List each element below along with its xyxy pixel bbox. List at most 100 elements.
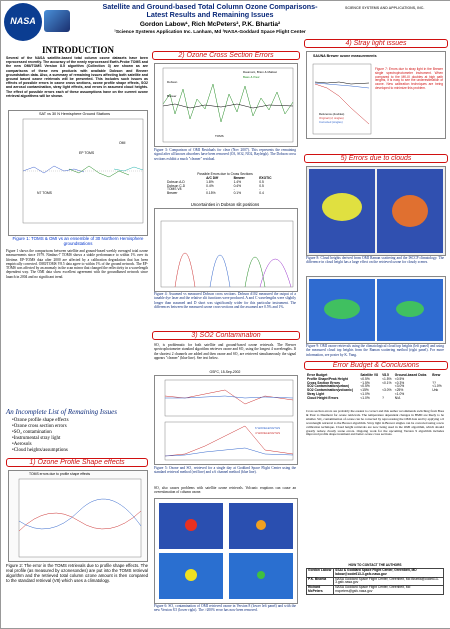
table-cell: Dobson C-D: [167, 183, 186, 188]
table-cell: -: [259, 187, 261, 192]
table-cell: <1.0%: [360, 391, 370, 396]
table-cell: <1.0%: [432, 384, 442, 389]
table-cell: EXOTIC: [259, 176, 272, 180]
figure-9-maps: [309, 279, 443, 341]
affiliation: ¹Science Systems Application Inc. Lanham…: [114, 30, 306, 35]
table-cell: NASA Goddard Space Flight Center, Greenb…: [333, 585, 444, 595]
figure-9-caption: Figure 9: OMI ozone retrievals using the…: [306, 344, 444, 357]
ozone-area: [324, 299, 360, 319]
table-cell: Dobson A-D: [167, 179, 185, 184]
figure-1-caption: Figure 1: TOMS & OMI vs an ensemble of 3…: [12, 236, 144, 246]
table-cell: Cross Section Errors: [307, 380, 340, 385]
figure-4-plot: [160, 220, 294, 288]
figure-1-plot: [22, 118, 144, 224]
plot-frame: [18, 478, 142, 558]
figure-2-plot: [18, 478, 142, 558]
so2-text: SO₂ is problematic for both satellite an…: [154, 343, 296, 360]
table-cell: <0.1%: [382, 380, 392, 385]
table-cell: SO2 Contamination(volcanic): [307, 388, 353, 393]
trace: [314, 83, 370, 125]
error-budget-table: Error Budget Satellite V8 V8.5 Ground-based…: [306, 373, 444, 401]
figure-5-caption: Figure 5: Ozone and SO₂ retrieved for a …: [154, 466, 296, 475]
contact-table: Gordon Labow SSAI & Goddard Space Flight …: [305, 568, 444, 595]
table-cell: -: [206, 187, 208, 192]
figure-9: [306, 276, 446, 344]
figure-3-plot: [162, 67, 294, 143]
table-cell: ??: [432, 380, 436, 385]
table-cell: 0.5: [259, 179, 264, 184]
table-cell: SSAI & Goddard Space Flight Center, Gree…: [333, 568, 444, 578]
table-cell: <3.0%: [394, 384, 405, 389]
figure-5-label: 6 WAVELENGTHS: [255, 426, 281, 430]
plot-frame: [164, 421, 294, 461]
plume: [257, 571, 265, 579]
table-cell: Ground-based Dobs: [394, 373, 427, 377]
plume: [185, 569, 197, 581]
trace: [259, 258, 292, 288]
figure-6: [154, 498, 298, 604]
figure-3-label: Bass & Paur: [243, 75, 260, 79]
figure-2-caption: Figure 2: The error in the TOMS retrieva…: [6, 563, 148, 584]
table-row: Error Budget Satellite V8 V8.5 Ground-based…: [306, 373, 444, 378]
table-cell: 0.1%: [233, 191, 242, 196]
table-cell: ?: [382, 395, 384, 400]
trace: [162, 83, 294, 123]
table-cell: <15%: [360, 388, 369, 393]
table-cell: 0.4%: [206, 183, 214, 188]
trace: [18, 498, 142, 530]
table-cell: A/C Diff: [206, 176, 219, 180]
figure-8-caption: Figure 8: Cloud heights derived from OMI…: [306, 256, 444, 265]
trace: [164, 425, 294, 457]
issue-item: •Ozone profile shape effects: [12, 418, 69, 423]
figure-7: SAUNA Brewer ozone measurements Referenc…: [306, 51, 446, 139]
table-cell: 1.4%: [233, 179, 242, 184]
trace: [164, 447, 294, 457]
trace: [314, 82, 370, 89]
cross-section-table: A/C Diff Brewer EXOTIC Dobson A-D 1.8% 1.4% 0.…: [166, 176, 286, 196]
table-row: TOMS V8 - - -: [166, 188, 286, 192]
table-row: Cross Section Errors ~1.5% <0.1% <0.3%??: [306, 380, 444, 386]
trace: [164, 389, 294, 405]
figure-6-maps: [159, 503, 293, 599]
section-heading: 2) Ozone Cross Section Errors: [152, 51, 300, 60]
figure-8: [306, 166, 446, 256]
trace: [22, 165, 85, 174]
ozone-area: [396, 301, 424, 317]
figure-5-title: GSFC, 15-Sep-2002: [209, 370, 241, 374]
figure-6-caption: Figure 6: SO₂ contamination of OMI retri…: [154, 604, 296, 613]
logo-circle: [4, 3, 42, 41]
table-row: Brewer 0.15% 0.1% 0.4: [166, 191, 286, 196]
poster-subtitle: Latest Results and Remaining Issues: [146, 10, 274, 19]
table-cell: <1.0%: [360, 395, 370, 400]
table-row: A/C Diff Brewer EXOTIC: [166, 176, 286, 181]
table-row: Dobson A-D 1.8% 1.4% 0.5: [166, 179, 286, 185]
figure-1-label: N7 TOMS: [37, 191, 52, 195]
section-heading: 4) Stray light issues: [304, 39, 448, 48]
table-cell: [431, 397, 444, 401]
table-cell: Brew: [432, 373, 441, 377]
table-row: SO2 Contamination(urban) <0.5% <3.0% <1.0%: [306, 385, 444, 389]
authors: Gordon Labow¹, Rich McPeters², P.K. Bhar…: [139, 21, 281, 28]
issue-item: •SO₂ contamination: [12, 430, 52, 435]
figure-3-label: TOMS: [215, 134, 224, 138]
issues-list: •Ozone profile shape effects •Ozone cros…: [6, 418, 152, 454]
table-title: Possible Errors due to Cross Sections: [197, 172, 253, 176]
table-row: Profile Shape/Peak Height <0.5% <1.5% <0.5%: [306, 377, 444, 382]
table-cell: Error Budget: [307, 373, 328, 377]
figure-7-label: Original (sf, singles): [319, 116, 344, 120]
cloud-area: [322, 193, 362, 221]
section-heading: 3) SO2 Contamination: [152, 331, 300, 340]
trace: [113, 166, 144, 172]
table-cell: SO2 Contamination(urban): [307, 384, 349, 389]
conclusions-text: Cross section errors are probably the ea…: [306, 409, 444, 437]
intro-text: Several of the NASA satellite-based tota…: [6, 56, 148, 98]
trace: [68, 165, 130, 178]
issue-item: •Aerosols: [12, 442, 32, 447]
table-cell: <0.3%: [394, 380, 405, 385]
section-heading: 1) Ozone Profile Shape effects: [6, 458, 148, 467]
plume: [185, 519, 197, 531]
issues-heading: An Incomplete List of Remaining Issues: [6, 408, 118, 416]
trace: [244, 256, 266, 288]
plot-frame: [160, 220, 294, 288]
figure-5: 6 WAVELENGTHS 4 WAVELENGTHS: [154, 375, 298, 465]
